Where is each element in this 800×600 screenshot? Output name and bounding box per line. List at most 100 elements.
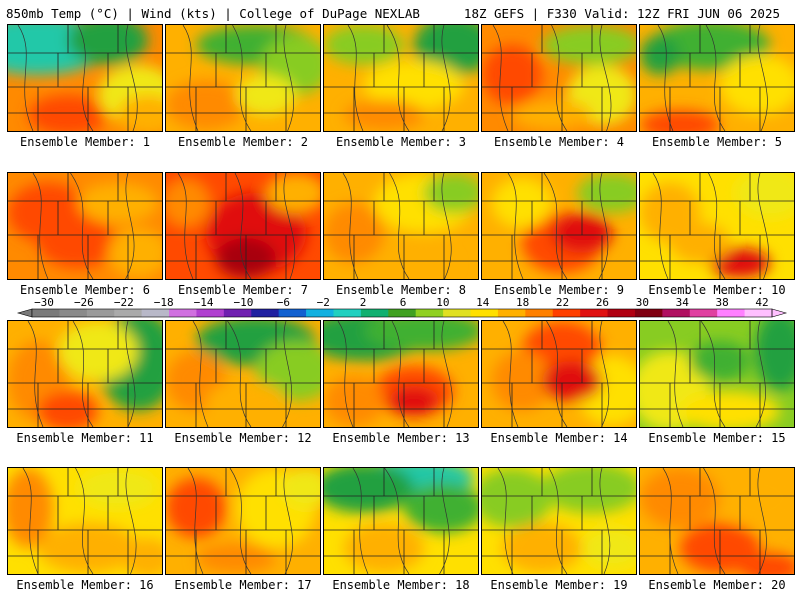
contour-lines — [337, 321, 453, 427]
temperature-shading — [482, 45, 542, 105]
contour-lines — [17, 25, 138, 131]
temperature-shading — [196, 543, 276, 573]
colorbar-segment — [470, 309, 499, 317]
colorbar-tick-label: 42 — [755, 297, 768, 309]
temperature-shading — [364, 321, 478, 351]
temperature-shading — [640, 35, 680, 75]
state-boundaries — [482, 468, 636, 574]
colorbar-segment — [388, 309, 417, 317]
colorbar-segment — [141, 309, 170, 317]
colorbar-tick-label: 30 — [636, 297, 649, 309]
contour-lines — [22, 468, 137, 574]
state-boundaries — [640, 321, 794, 427]
temperature-shading — [68, 25, 148, 65]
state-boundaries — [8, 321, 162, 427]
state-boundaries — [166, 25, 320, 131]
ensemble-member-map — [7, 172, 163, 280]
temperature-shading — [740, 553, 794, 574]
ensemble-member-label: Ensemble Member: 8 — [335, 283, 467, 297]
temperature-shading — [720, 468, 794, 528]
temperature-shading — [542, 468, 636, 513]
contour-lines — [502, 321, 610, 427]
contour-lines — [497, 468, 611, 574]
colorbar-tick-label: −22 — [114, 297, 134, 309]
colorbar-frame — [31, 308, 773, 318]
ensemble-member-label: Ensemble Member: 20 — [648, 578, 786, 592]
state-boundaries — [324, 321, 478, 427]
ensemble-member-label: Ensemble Member: 9 — [493, 283, 625, 297]
state-boundaries — [482, 321, 636, 427]
state-boundaries — [166, 321, 320, 427]
ensemble-member-label: Ensemble Member: 16 — [16, 578, 154, 592]
temperature-shading — [266, 173, 320, 213]
temperature-shading — [424, 173, 478, 213]
temperature-shading — [344, 100, 424, 130]
header-run-info: 18Z GEFS | F330 Valid: 12Z FRI JUN 06 20… — [463, 6, 780, 21]
ensemble-member-map — [481, 172, 637, 280]
ensemble-member-map — [481, 320, 637, 428]
temperature-shading — [236, 75, 296, 115]
colorbar-tick-label: 34 — [676, 297, 690, 309]
state-boundaries — [324, 468, 478, 574]
temperature-shading — [38, 218, 118, 268]
colorbar-tick-label: 14 — [476, 297, 490, 309]
state-boundaries — [8, 468, 162, 574]
ensemble-member-label: Ensemble Member: 14 — [490, 431, 628, 445]
colorbar-segment — [634, 309, 663, 317]
temperature-shading — [324, 203, 384, 263]
colorbar-tick-label: −14 — [194, 297, 214, 309]
colorbar-segment — [306, 309, 334, 317]
contour-lines — [657, 25, 768, 131]
contour-lines — [182, 25, 295, 131]
colorbar-segment — [689, 309, 718, 317]
temperature-shading — [482, 468, 552, 528]
ensemble-member-label: Ensemble Member: 3 — [335, 135, 467, 149]
ensemble-member-map — [639, 24, 795, 132]
ensemble-member-label: Ensemble Member: 2 — [177, 135, 309, 149]
colorbar-segment — [86, 309, 115, 317]
contour-lines — [492, 25, 612, 131]
colorbar-tick-label: 6 — [400, 297, 407, 309]
ensemble-member-label: Ensemble Member: 13 — [332, 431, 470, 445]
temperature-shading — [78, 183, 158, 223]
temperature-shading — [281, 468, 320, 508]
ensemble-member-label: Ensemble Member: 10 — [648, 283, 786, 297]
ensemble-member-map — [639, 172, 795, 280]
temperature-shading — [108, 228, 162, 278]
colorbar-segment — [196, 309, 225, 317]
colorbar-segment — [415, 309, 444, 317]
ensemble-member-label: Ensemble Member: 7 — [177, 283, 309, 297]
ensemble-member-label: Ensemble Member: 15 — [648, 431, 786, 445]
colorbar-tick-label: −18 — [154, 297, 174, 309]
colorbar-max-arrow — [771, 308, 788, 318]
colorbar-tick-label: 10 — [436, 297, 449, 309]
temperature-shading — [690, 341, 750, 381]
ensemble-member-map — [323, 467, 479, 575]
temperature-shading — [670, 223, 730, 263]
ensemble-member-map — [639, 467, 795, 575]
temperature-shading — [640, 468, 720, 528]
ensemble-member-label: Ensemble Member: 12 — [174, 431, 312, 445]
contour-lines — [187, 468, 293, 574]
contour-lines — [347, 25, 451, 131]
colorbar-segment — [443, 309, 472, 317]
temperature-shading — [502, 523, 582, 573]
temperature-shading — [324, 25, 404, 65]
colorbar-segment — [114, 309, 143, 317]
contour-lines — [652, 173, 769, 279]
temperature-shading — [364, 60, 464, 110]
ensemble-member-label: Ensemble Member: 1 — [19, 135, 151, 149]
colorbar-segment — [32, 309, 60, 317]
ensemble-member-label: Ensemble Member: 4 — [493, 135, 625, 149]
state-boundaries — [8, 173, 162, 279]
colorbar-segment — [580, 309, 609, 317]
colorbar-tick-label: −30 — [34, 297, 54, 309]
colorbar-segment — [278, 309, 307, 317]
state-boundaries — [640, 25, 794, 131]
temperature-shading — [492, 178, 552, 228]
colorbar-tick-label: 18 — [516, 297, 529, 309]
ensemble-member-map — [323, 172, 479, 280]
ensemble-member-label: Ensemble Member: 5 — [651, 135, 783, 149]
temperature-shading — [404, 483, 478, 533]
colorbar-segment — [552, 309, 581, 317]
